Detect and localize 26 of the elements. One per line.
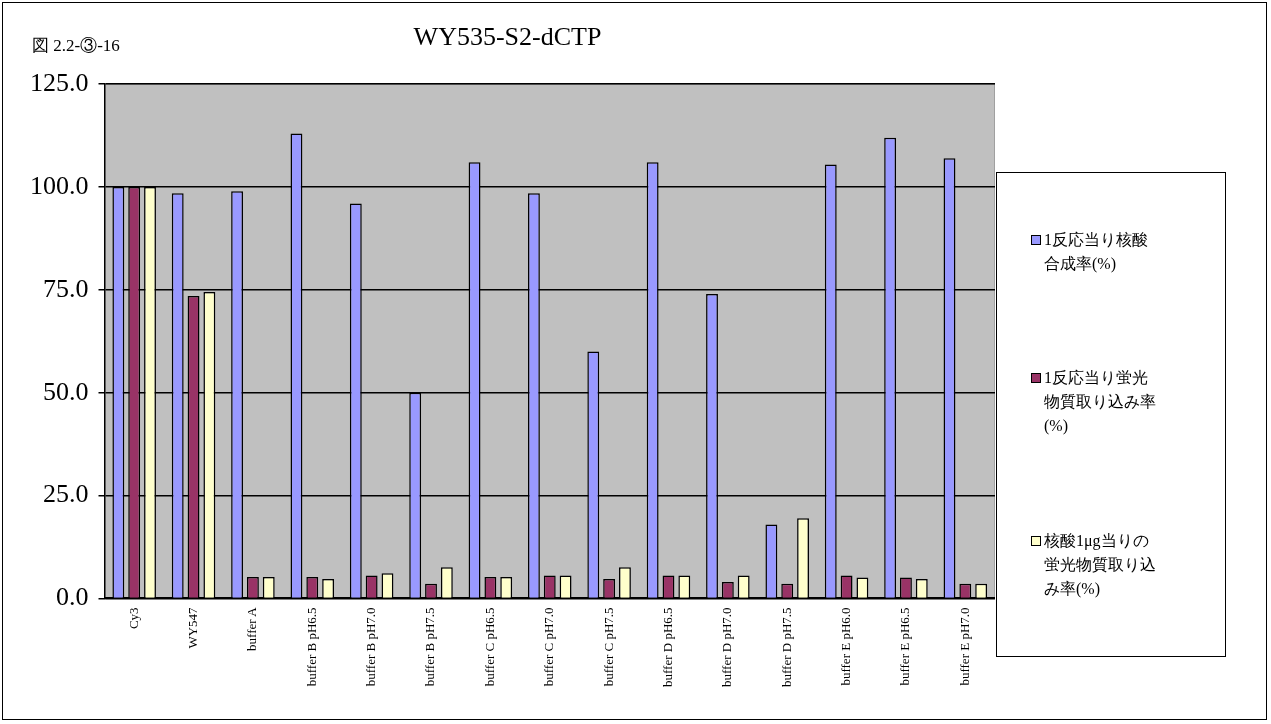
x-tick-label: buffer D pH7.0	[719, 607, 735, 688]
x-tick-label: buffer B pH7.0	[363, 607, 379, 687]
x-tick-label: buffer E pH6.0	[838, 607, 854, 686]
legend-label: 核酸1μg当りの蛍光物質取り込み率(%)	[1044, 530, 1157, 600]
x-tick-label: buffer D pH7.5	[778, 607, 794, 688]
y-tick-label: 125.0	[30, 68, 89, 98]
chart-title: WY535-S2-dCTP	[413, 22, 602, 52]
x-tick-label: buffer B pH7.5	[422, 607, 438, 687]
x-tick-label: Cy3	[125, 607, 141, 630]
y-tick-label: 50.0	[43, 376, 89, 406]
y-tick-label: 100.0	[30, 170, 89, 200]
legend-label: 1反応当り核酸合成率(%)	[1044, 230, 1149, 275]
x-tick-label: buffer C pH6.5	[481, 607, 497, 687]
x-tick-label: buffer D pH6.5	[659, 607, 675, 688]
x-tick-label: buffer C pH7.0	[541, 607, 557, 687]
y-tick-label: 25.0	[43, 479, 89, 509]
x-tick-label: buffer B pH6.5	[303, 607, 319, 687]
y-tick-label: 75.0	[43, 273, 89, 303]
legend-label: 1反応当り蛍光物質取り込み率(%)	[1044, 368, 1157, 437]
x-tick-label: buffer E pH7.0	[956, 607, 972, 686]
caption: 図 2.2-③-16	[32, 35, 120, 57]
y-tick-label: 0.0	[56, 582, 89, 612]
x-tick-label: WY547	[184, 606, 200, 649]
x-tick-label: buffer E pH6.5	[897, 607, 913, 686]
x-tick-label: buffer C pH7.5	[600, 607, 616, 687]
x-tick-label: buffer A	[244, 606, 260, 651]
